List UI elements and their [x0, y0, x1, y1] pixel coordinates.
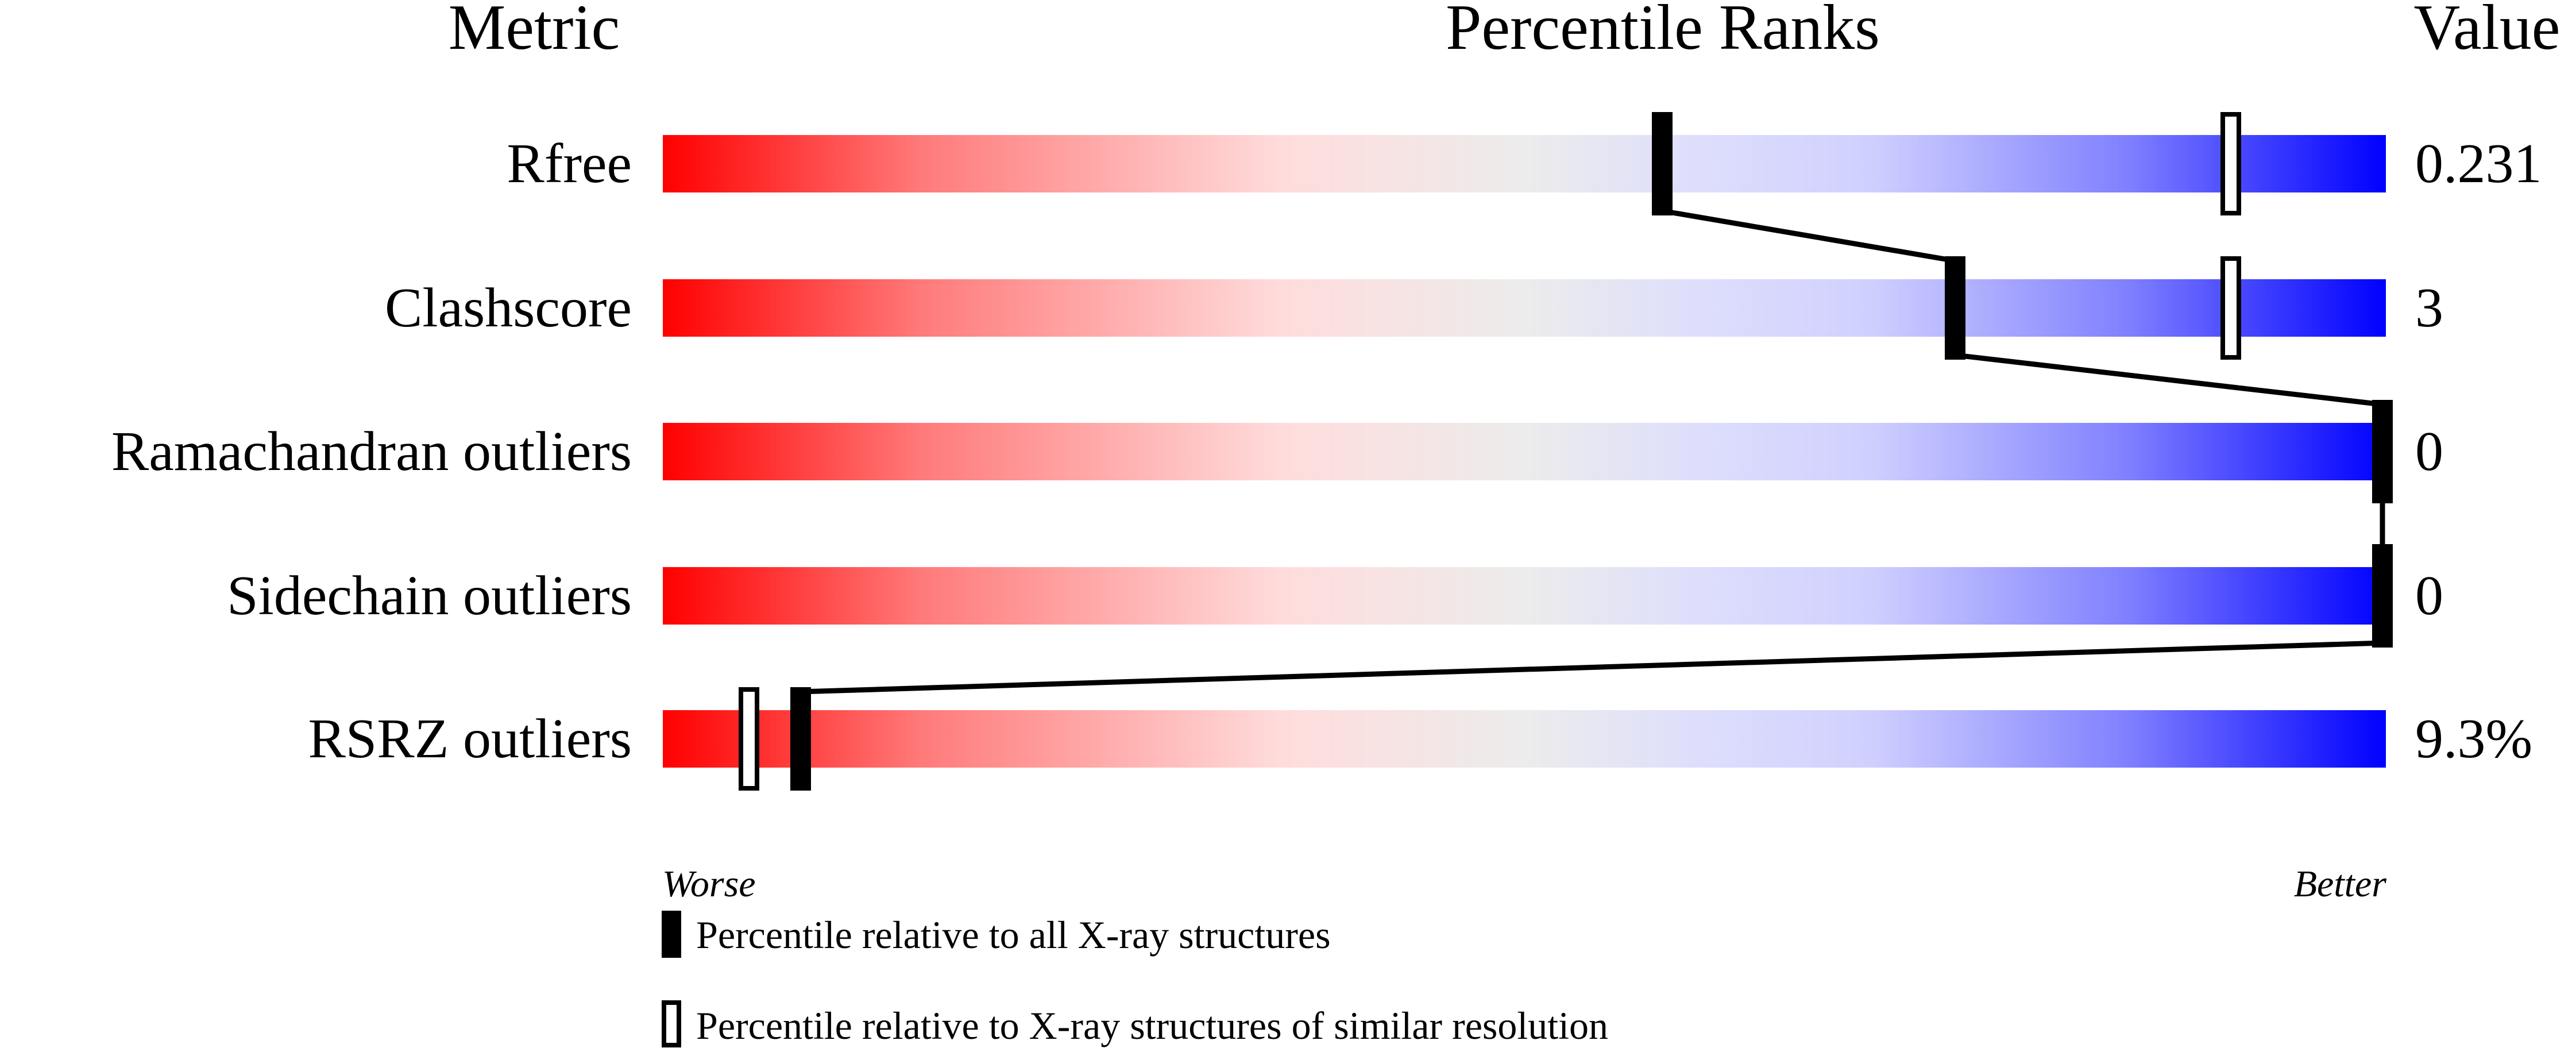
percentile-bar: [663, 279, 2386, 337]
metric-label: Sidechain outliers: [227, 565, 632, 627]
connector-line: [800, 640, 2383, 695]
connector-line: [1955, 352, 2383, 407]
legend-relative-label: Percentile relative to X-ray structures …: [696, 1004, 1608, 1047]
metric-label: Rfree: [507, 133, 632, 195]
absolute-percentile-marker: [1945, 256, 1965, 360]
relative-percentile-marker: [739, 687, 759, 791]
metric-value: 0: [2415, 421, 2443, 483]
metric-value: 3: [2415, 277, 2443, 339]
metric-value: 9.3%: [2415, 708, 2532, 770]
absolute-percentile-marker: [2372, 544, 2393, 648]
header-value: Value: [2413, 0, 2560, 63]
absolute-percentile-marker: [790, 687, 811, 791]
header-percentile-ranks: Percentile Ranks: [1446, 0, 1880, 63]
legend-absolute-swatch: [662, 911, 681, 958]
percentile-bar: [663, 710, 2386, 768]
absolute-percentile-marker: [1652, 112, 1673, 215]
metric-value: 0: [2415, 565, 2443, 627]
header-metric: Metric: [449, 0, 620, 63]
absolute-percentile-marker: [2372, 400, 2393, 503]
axis-label-better: Better: [2294, 863, 2387, 905]
relative-percentile-marker: [2220, 256, 2241, 360]
percentile-bar: [663, 135, 2386, 192]
metric-label: Ramachandran outliers: [111, 421, 632, 483]
percentile-bar: [663, 423, 2386, 480]
metric-label: Clashscore: [385, 277, 632, 339]
connector-line: [1662, 208, 1956, 264]
legend-relative-swatch: [662, 1000, 681, 1047]
relative-percentile-marker: [2220, 112, 2241, 215]
metric-label: RSRZ outliers: [308, 708, 632, 770]
metric-value: 0.231: [2415, 133, 2542, 195]
legend-absolute-label: Percentile relative to all X-ray structu…: [696, 913, 1331, 957]
axis-label-worse: Worse: [662, 863, 756, 905]
percentile-bar: [663, 567, 2386, 625]
